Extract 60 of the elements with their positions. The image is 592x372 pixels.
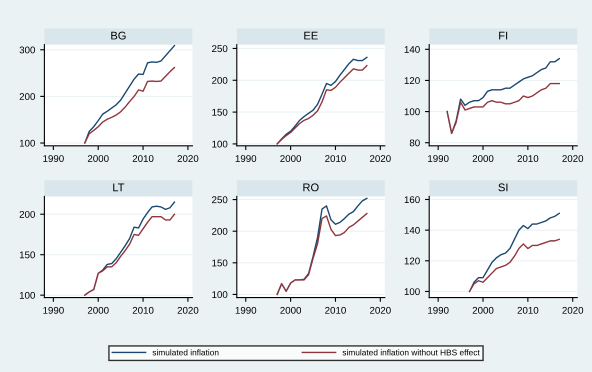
x-tick-label: 2000	[472, 306, 494, 314]
chart-title: FI	[499, 32, 508, 40]
y-tick-label: 140	[404, 46, 420, 53]
chart-title: EE	[304, 32, 318, 40]
y-tick-label: 120	[404, 77, 420, 84]
y-tick-label: 200	[20, 93, 35, 100]
x-tick-label: 2020	[562, 155, 584, 162]
x-tick-label: 1990	[428, 306, 449, 314]
y-tick-label: 150	[212, 108, 228, 116]
y-tick-label: 200	[212, 77, 228, 84]
x-tick-label: 2010	[132, 306, 154, 314]
y-tick-label: 140	[404, 226, 420, 234]
chart-title: BG	[111, 32, 126, 40]
y-tick-label: 250	[212, 45, 228, 52]
y-tick-label: 100	[212, 291, 228, 298]
y-tick-label: 100	[404, 108, 420, 116]
chart-title: SI	[498, 183, 508, 192]
y-tick-label: 300	[20, 46, 35, 54]
line-series	[446, 82, 560, 134]
x-tick-label: 2020	[178, 306, 198, 314]
x-tick-label: 1990	[43, 306, 64, 314]
y-tick-label: 120	[404, 258, 420, 264]
x-tick-label: 2020	[178, 155, 198, 162]
x-tick-label: 2000	[88, 155, 109, 162]
line-series	[276, 212, 368, 296]
x-tick-label: 2000	[88, 306, 109, 314]
legend-label: simulated inflation	[152, 349, 218, 356]
y-tick-label: 200	[212, 228, 228, 235]
x-tick-label: 2020	[370, 155, 391, 162]
y-tick-label: 100	[20, 292, 35, 299]
y-tick-label: 160	[404, 196, 420, 204]
y-tick-label: 80	[410, 139, 420, 146]
line-series	[84, 44, 176, 144]
chart-title: LT	[113, 184, 124, 192]
x-tick-label: 2000	[472, 155, 494, 162]
x-tick-label: 2020	[370, 306, 391, 314]
y-tick-label: 150	[20, 251, 35, 258]
line-series	[84, 66, 176, 144]
x-tick-label: 2010	[325, 306, 346, 314]
x-tick-label: 1990	[428, 155, 449, 162]
y-tick-label: 100	[404, 288, 420, 296]
x-tick-label: 2010	[132, 155, 154, 162]
line-series	[468, 212, 560, 292]
line-series	[468, 238, 560, 292]
y-tick-label: 250	[212, 196, 228, 204]
chart-title: RO	[303, 183, 319, 192]
x-tick-label: 2020	[562, 306, 584, 314]
y-tick-label: 100	[212, 140, 228, 148]
x-tick-label: 1990	[236, 155, 256, 162]
y-tick-label: 200	[20, 210, 35, 218]
y-tick-label: 150	[212, 260, 228, 266]
x-tick-label: 2010	[518, 306, 538, 314]
x-tick-label: 1990	[236, 306, 256, 314]
x-tick-label: 1990	[43, 155, 64, 162]
x-tick-label: 2000	[280, 155, 302, 162]
x-tick-label: 2000	[280, 306, 302, 314]
y-tick-label: 100	[20, 140, 35, 147]
x-tick-label: 2010	[325, 155, 346, 162]
x-tick-label: 2010	[518, 155, 538, 162]
legend-label: simulated inflation without HBS effect	[342, 349, 480, 356]
